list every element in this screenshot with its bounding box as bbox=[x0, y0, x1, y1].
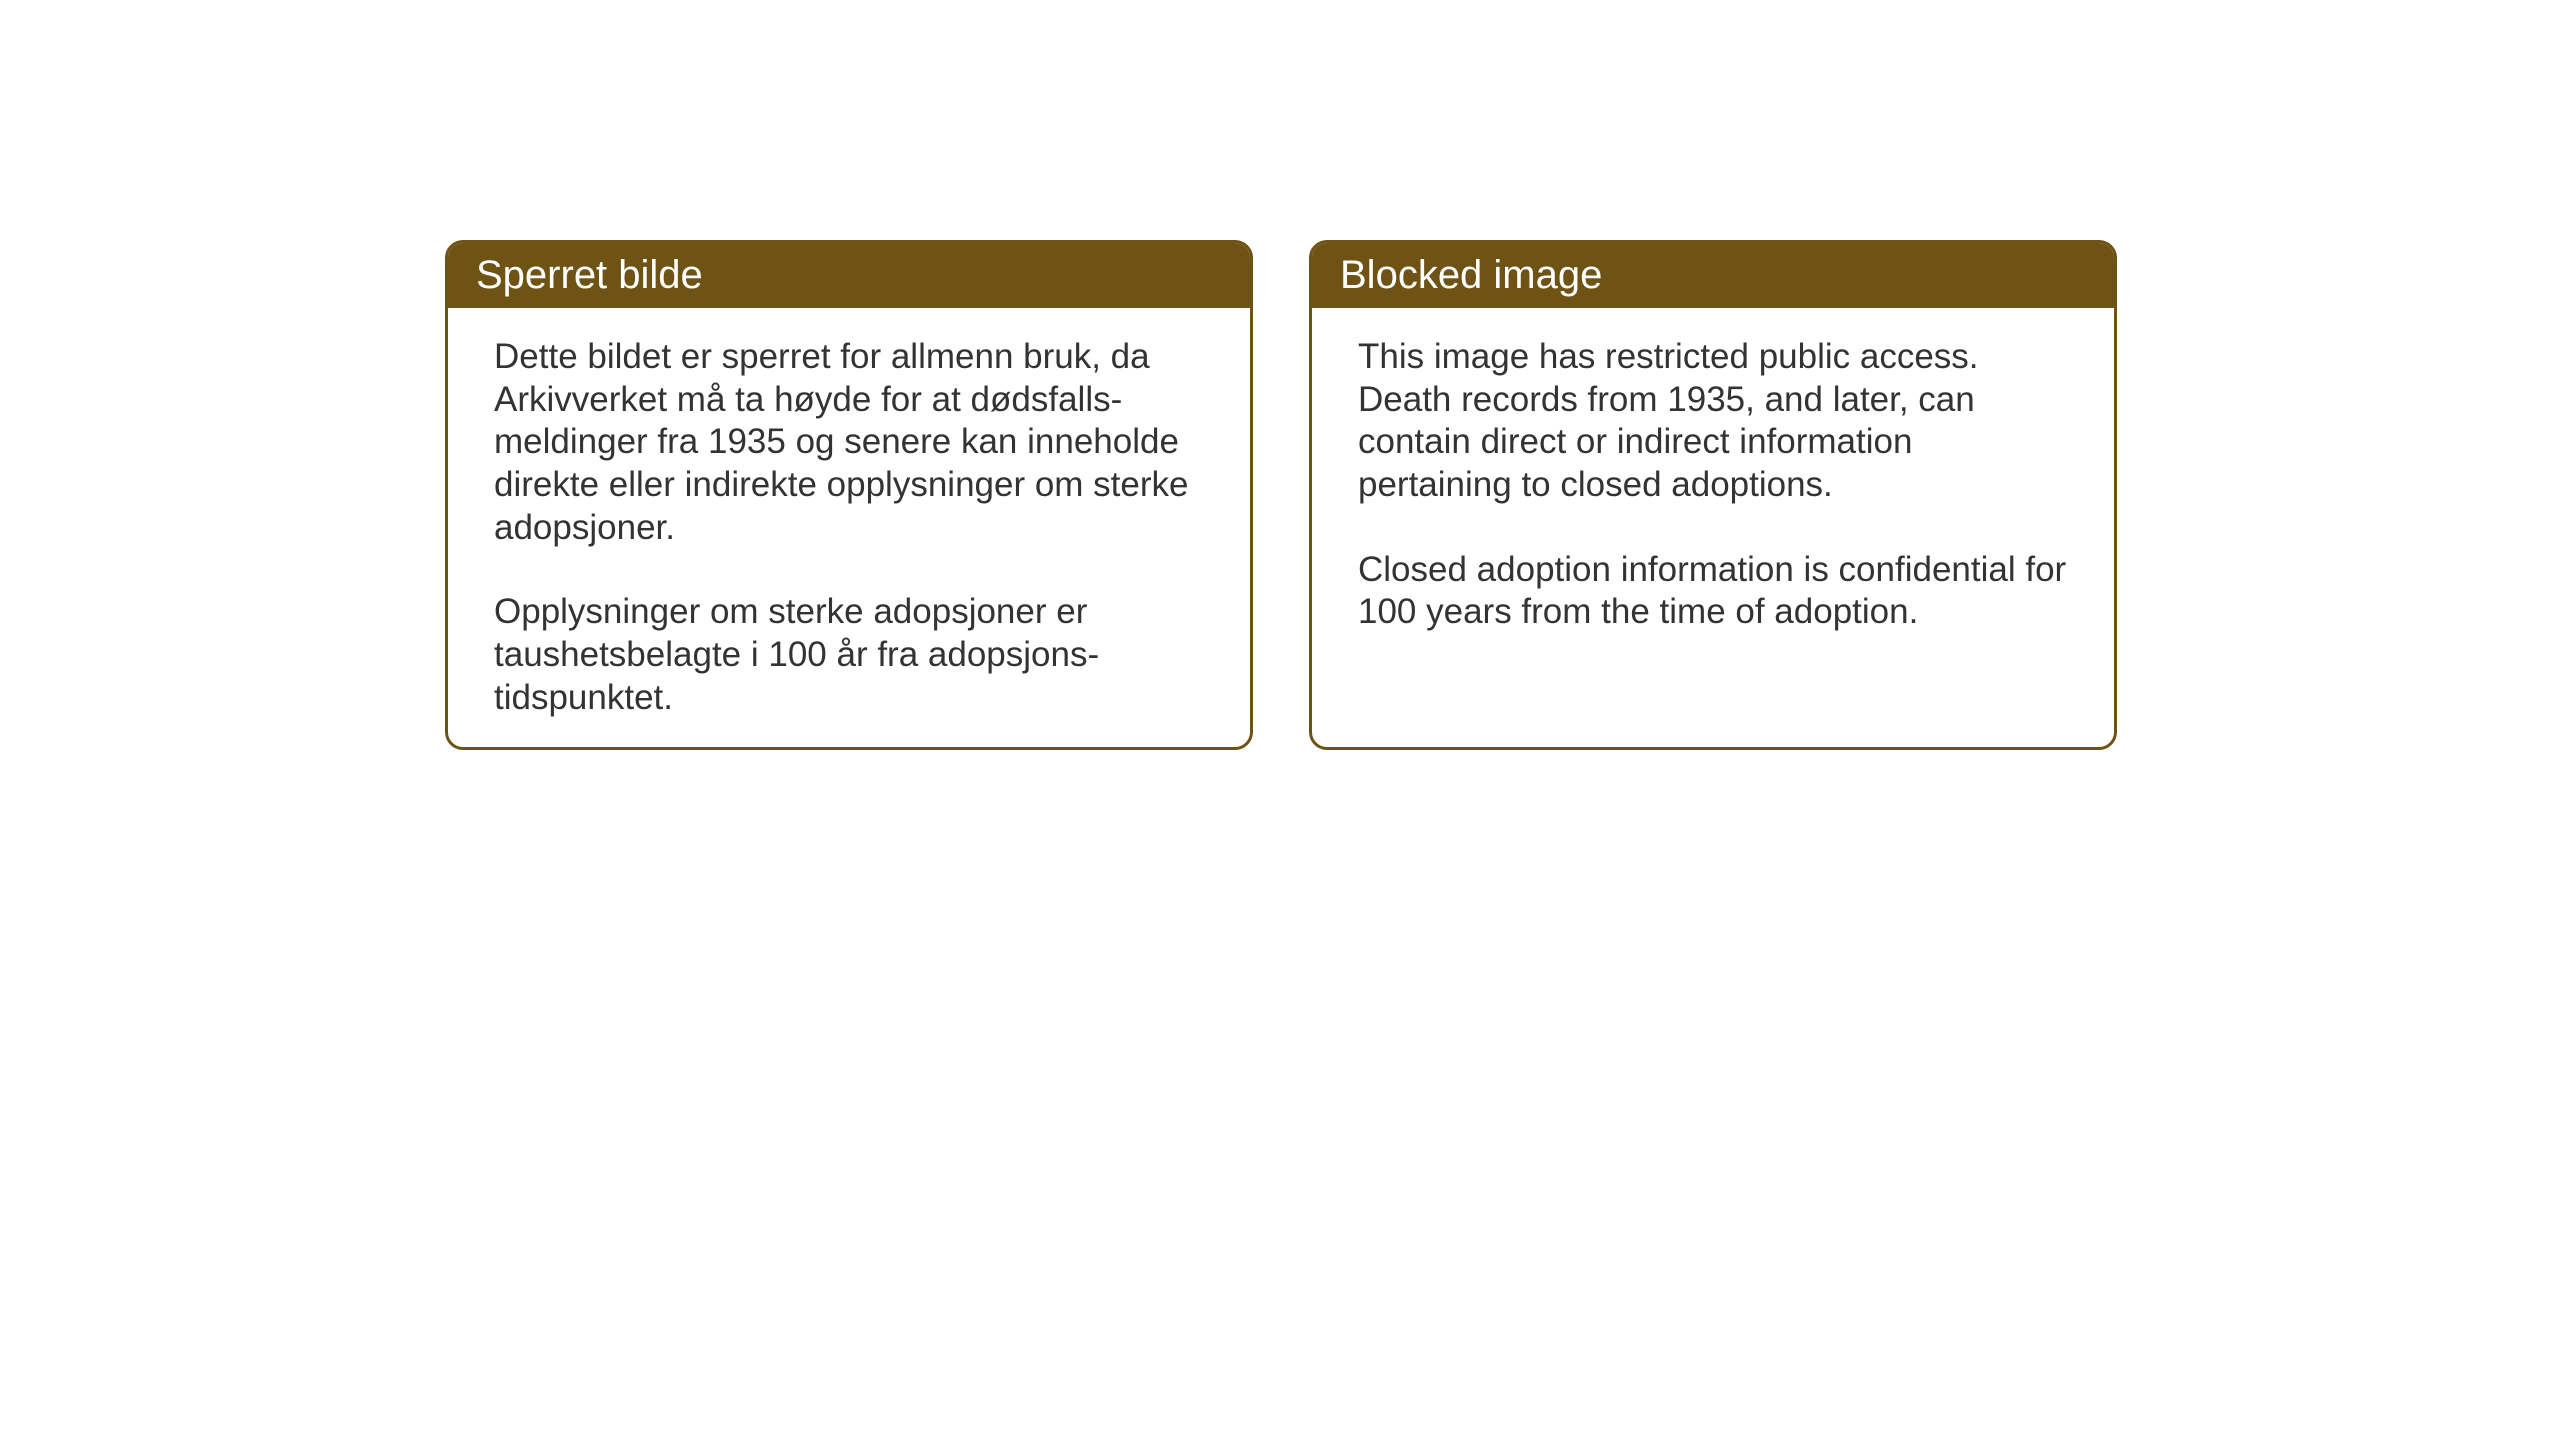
card-english-title: Blocked image bbox=[1340, 253, 1602, 297]
card-norwegian-body: Dette bildet er sperret for allmenn bruk… bbox=[448, 308, 1250, 748]
card-norwegian: Sperret bilde Dette bildet er sperret fo… bbox=[445, 240, 1253, 750]
card-english-header: Blocked image bbox=[1312, 243, 2114, 308]
card-norwegian-header: Sperret bilde bbox=[448, 243, 1250, 308]
card-english-paragraph-2: Closed adoption information is confident… bbox=[1358, 549, 2068, 634]
card-norwegian-title: Sperret bilde bbox=[476, 253, 703, 297]
card-english: Blocked image This image has restricted … bbox=[1309, 240, 2117, 750]
card-norwegian-paragraph-1: Dette bildet er sperret for allmenn bruk… bbox=[494, 336, 1204, 549]
card-english-paragraph-1: This image has restricted public access.… bbox=[1358, 336, 2068, 507]
card-norwegian-paragraph-2: Opplysninger om sterke adopsjoner er tau… bbox=[494, 591, 1204, 719]
cards-container: Sperret bilde Dette bildet er sperret fo… bbox=[0, 0, 2560, 750]
card-english-body: This image has restricted public access.… bbox=[1312, 308, 2114, 662]
